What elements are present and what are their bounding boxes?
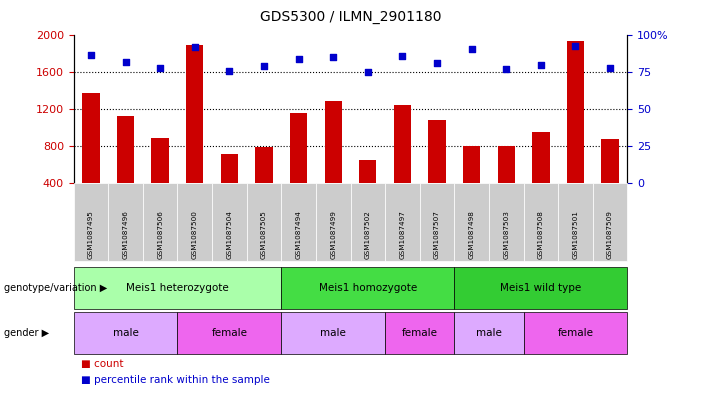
Point: [466, 46, 477, 52]
Point: [224, 68, 235, 74]
Text: male: male: [320, 328, 346, 338]
Bar: [463, 146, 480, 183]
Text: Meis1 heterozygote: Meis1 heterozygote: [126, 283, 229, 293]
Point: [397, 53, 408, 59]
Text: GSM1087499: GSM1087499: [330, 211, 336, 259]
Text: GSM1087500: GSM1087500: [192, 211, 198, 259]
Bar: [255, 147, 273, 183]
Text: genotype/variation ▶: genotype/variation ▶: [4, 283, 107, 293]
Point: [604, 64, 615, 71]
Point: [120, 59, 131, 65]
Bar: [117, 116, 134, 183]
Text: Meis1 wild type: Meis1 wild type: [501, 283, 582, 293]
Text: GSM1087506: GSM1087506: [157, 211, 163, 259]
Text: GSM1087496: GSM1087496: [123, 211, 128, 259]
Text: GSM1087498: GSM1087498: [469, 211, 475, 259]
Text: gender ▶: gender ▶: [4, 328, 48, 338]
Text: GSM1087504: GSM1087504: [226, 211, 232, 259]
Point: [259, 63, 270, 70]
Text: male: male: [476, 328, 502, 338]
Text: male: male: [113, 328, 139, 338]
Point: [501, 66, 512, 72]
Bar: [151, 138, 169, 183]
Text: female: female: [557, 328, 594, 338]
Bar: [186, 44, 203, 183]
Point: [293, 56, 304, 62]
Text: GSM1087495: GSM1087495: [88, 211, 94, 259]
Text: GSM1087494: GSM1087494: [296, 211, 301, 259]
Point: [570, 42, 581, 49]
Text: GSM1087508: GSM1087508: [538, 211, 544, 259]
Text: GDS5300 / ILMN_2901180: GDS5300 / ILMN_2901180: [260, 10, 441, 24]
Bar: [359, 160, 376, 183]
Bar: [532, 132, 550, 183]
Bar: [428, 120, 446, 183]
Text: GSM1087503: GSM1087503: [503, 211, 509, 259]
Text: ■ count: ■ count: [81, 358, 123, 369]
Point: [431, 60, 442, 66]
Point: [536, 62, 547, 68]
Point: [86, 51, 97, 58]
Bar: [567, 41, 584, 183]
Text: ■ percentile rank within the sample: ■ percentile rank within the sample: [81, 375, 269, 386]
Text: female: female: [212, 328, 247, 338]
Point: [189, 44, 200, 50]
Bar: [394, 105, 411, 183]
Text: Meis1 homozygote: Meis1 homozygote: [319, 283, 417, 293]
Bar: [290, 113, 307, 183]
Text: GSM1087509: GSM1087509: [607, 211, 613, 259]
Bar: [498, 146, 515, 183]
Bar: [325, 101, 342, 183]
Bar: [221, 154, 238, 183]
Text: GSM1087501: GSM1087501: [573, 211, 578, 259]
Text: GSM1087507: GSM1087507: [434, 211, 440, 259]
Bar: [82, 94, 100, 183]
Point: [327, 54, 339, 61]
Bar: [601, 138, 619, 183]
Text: GSM1087497: GSM1087497: [400, 211, 405, 259]
Text: GSM1087505: GSM1087505: [261, 211, 267, 259]
Point: [362, 69, 374, 75]
Point: [154, 64, 165, 71]
Text: GSM1087502: GSM1087502: [365, 211, 371, 259]
Text: female: female: [402, 328, 437, 338]
